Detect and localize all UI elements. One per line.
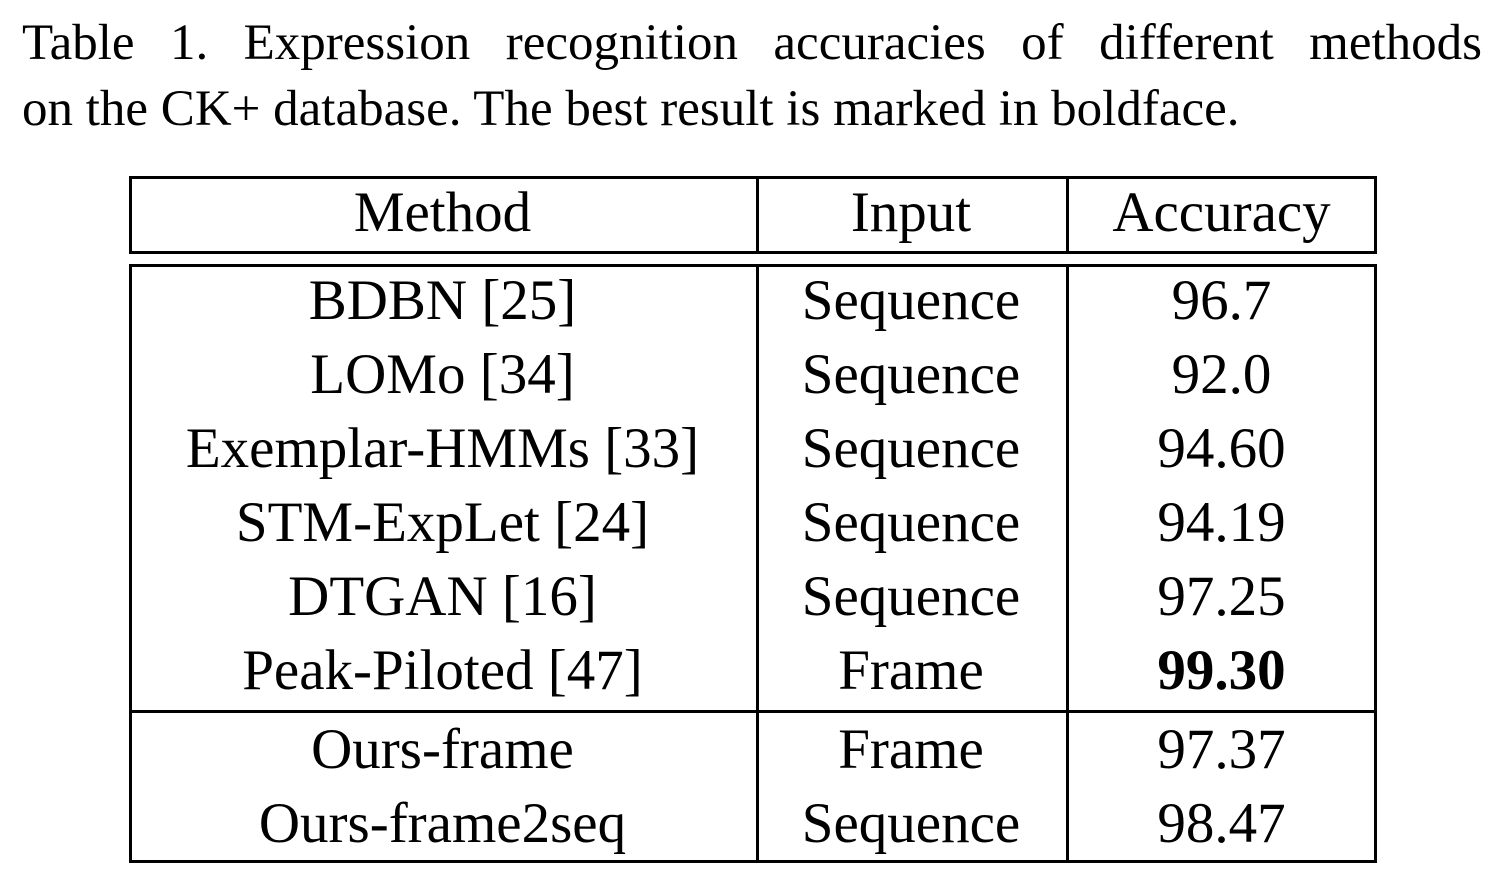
row-method: Ours-frame2seq <box>258 792 627 855</box>
row-accuracy-best: 99.30 <box>1157 639 1286 702</box>
row-method: LOMo [34] <box>310 343 575 406</box>
column-divider <box>756 264 759 863</box>
header-input: Input <box>850 181 972 244</box>
row-accuracy: 97.25 <box>1157 565 1286 628</box>
row-accuracy: 94.60 <box>1157 417 1286 480</box>
caption-line-1: Table 1. Expression recognition accuraci… <box>22 15 1482 71</box>
row-method: Peak-Piloted [47] <box>242 639 643 702</box>
table-header-row <box>129 176 1377 254</box>
row-input: Sequence <box>801 565 1021 628</box>
row-accuracy: 94.19 <box>1157 491 1286 554</box>
row-input: Frame <box>838 718 984 781</box>
row-method: BDBN [25] <box>308 269 577 332</box>
row-accuracy: 96.7 <box>1171 269 1272 332</box>
caption-line-2: on the CK+ database. The best result is … <box>22 81 1240 137</box>
row-input: Sequence <box>801 417 1021 480</box>
column-divider <box>1066 176 1069 254</box>
row-input: Sequence <box>801 343 1021 406</box>
header-accuracy: Accuracy <box>1112 181 1331 244</box>
row-accuracy: 97.37 <box>1157 718 1286 781</box>
header-method: Method <box>353 181 532 244</box>
row-input: Sequence <box>801 269 1021 332</box>
row-input: Sequence <box>801 792 1021 855</box>
row-method: Exemplar-HMMs [33] <box>185 417 700 480</box>
row-method: Ours-frame <box>311 718 574 781</box>
column-divider <box>756 176 759 254</box>
group-divider <box>129 710 1377 713</box>
results-table: Method Input Accuracy BDBN [25] Sequence… <box>129 176 1377 863</box>
row-method: DTGAN [16] <box>288 565 597 628</box>
row-method: STM-ExpLet [24] <box>235 491 650 554</box>
row-input: Sequence <box>801 491 1021 554</box>
table-body <box>129 264 1377 863</box>
row-accuracy: 92.0 <box>1171 343 1272 406</box>
row-accuracy: 98.47 <box>1157 792 1286 855</box>
column-divider <box>1066 264 1069 863</box>
table-caption: Table 1. Expression recognition accuraci… <box>22 10 1482 142</box>
row-input: Frame <box>838 639 984 702</box>
